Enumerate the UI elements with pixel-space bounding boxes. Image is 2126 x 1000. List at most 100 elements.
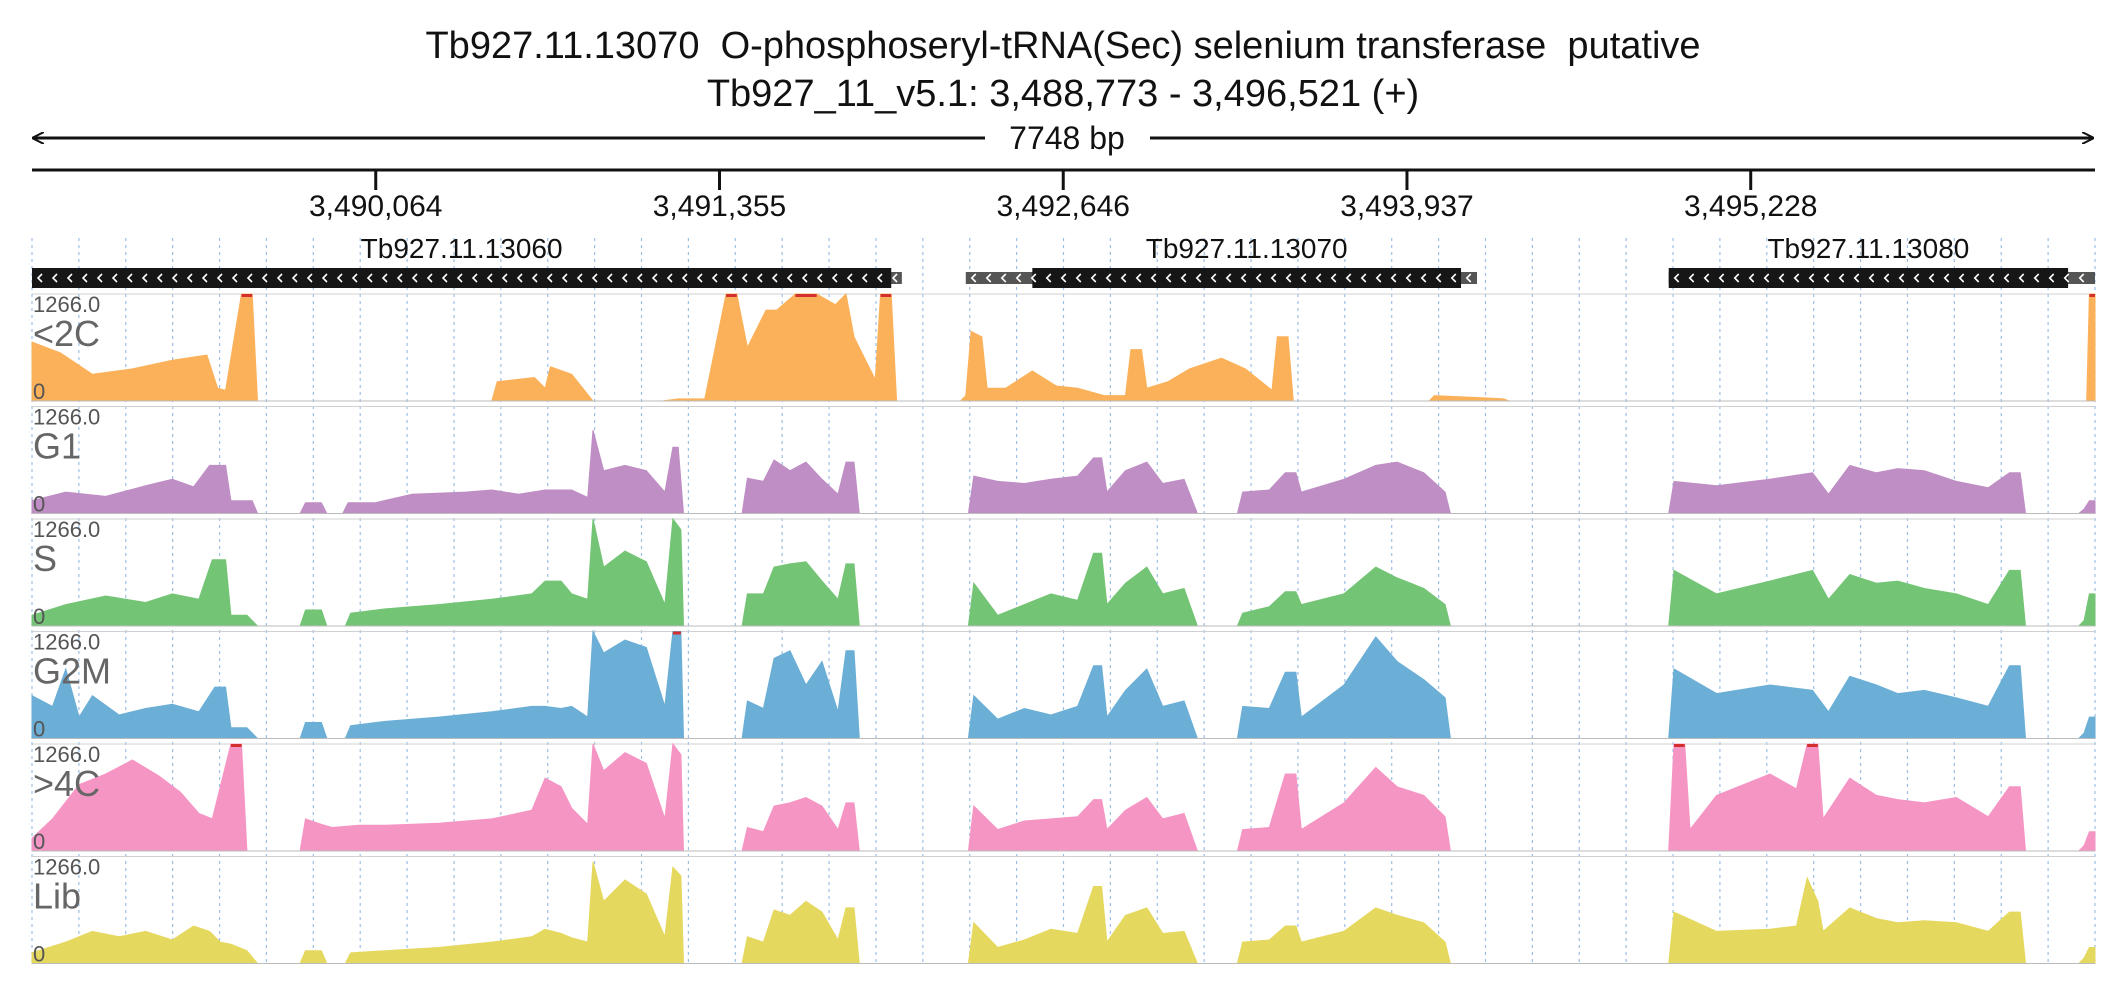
strand-chevron [1868,273,1875,283]
strand-chevron [2033,273,2040,283]
strand-chevron [1898,273,1905,283]
gene-feature[interactable]: Tb927.11.13060 [32,233,902,288]
ruler-tick-label: 3,495,228 [1684,190,1817,223]
strand-chevron [306,273,313,283]
coverage-area [31,517,2096,627]
strand-chevron [1748,273,1755,283]
strand-chevron [1688,273,1695,283]
track-zero-value: 0 [33,492,45,517]
coverage-track: 1266.0S 0 [31,517,2096,629]
track-name: >4C [33,763,100,804]
gene-cds [32,268,892,288]
strand-chevron [1285,273,1292,283]
strand-chevron [366,273,373,283]
strand-chevron [1105,273,1112,283]
strand-chevron [126,273,133,283]
strand-chevron [1195,273,1202,283]
coverage-track: 1266.0G1 0 [31,405,2096,517]
gene-feature[interactable]: Tb927.11.13070 [965,233,1478,288]
ruler-tick-label: 3,490,064 [309,190,442,223]
strand-chevron [816,273,823,283]
strand-chevron [1000,273,1007,283]
strand-chevron [381,273,388,283]
strand-chevron [51,273,58,283]
strand-chevron [846,273,853,283]
strand-chevron [486,273,493,283]
strand-chevron [1030,273,1037,283]
track-name: G2M [33,651,111,692]
strand-chevron [970,273,977,283]
strand-chevron [411,273,418,283]
strand-chevron [681,273,688,283]
track-max-value: 1266.0 [33,292,100,317]
clip-marker [880,294,892,297]
strand-chevron [2048,273,2055,283]
span-length-label: 7748 bp [1009,120,1125,156]
strand-chevron [96,273,103,283]
ruler-tick-label: 3,493,937 [1340,190,1473,223]
clip-marker [241,294,253,297]
strand-chevron [771,273,778,283]
strand-chevron [351,273,358,283]
strand-chevron [1928,273,1935,283]
strand-chevron [711,273,718,283]
strand-chevron [1913,273,1920,283]
strand-chevron [621,273,628,283]
strand-chevron [876,273,883,283]
track-max-value: 1266.0 [33,630,100,655]
strand-chevron [1838,273,1845,283]
strand-chevron [231,273,238,283]
track-name: <2C [33,313,100,354]
strand-chevron [576,273,583,283]
strand-chevron [516,273,523,283]
strand-chevron [276,273,283,283]
strand-chevron [831,273,838,283]
strand-chevron [531,273,538,283]
coverage-track: 1266.0>4C 0 [31,742,2096,854]
strand-chevron [1300,273,1307,283]
gene-label: Tb927.11.13060 [361,233,563,264]
strand-chevron [891,273,898,283]
strand-chevron [1045,273,1052,283]
strand-chevron [1015,273,1022,283]
strand-chevron [141,273,148,283]
strand-chevron [1330,273,1337,283]
coverage-tracks: 1266.0<2C01266.0G101266.0S01266.0G2M0126… [31,292,2096,967]
strand-chevron [1405,273,1412,283]
track-name: Lib [33,876,81,917]
gene-label: Tb927.11.13070 [1146,233,1348,264]
strand-chevron [2003,273,2010,283]
track-max-value: 1266.0 [33,855,100,880]
strand-chevron [756,273,763,283]
strand-chevron [1420,273,1427,283]
strand-chevron [456,273,463,283]
strand-chevron [801,273,808,283]
strand-chevron [666,273,673,283]
strand-chevron [1210,273,1217,283]
strand-chevron [501,273,508,283]
strand-chevron [1673,273,1680,283]
strand-chevron [2018,273,2025,283]
strand-chevron [1345,273,1352,283]
strand-chevron [1165,273,1172,283]
strand-chevron [1465,273,1472,283]
feature-title: Tb927.11.13070 O-phosphoseryl-tRNA(Sec) … [425,25,1701,67]
strand-chevron [426,273,433,283]
strand-chevron [2078,273,2085,283]
strand-chevron [1375,273,1382,283]
strand-chevron [1090,273,1097,283]
track-max-value: 1266.0 [33,405,100,430]
track-zero-value: 0 [33,604,45,629]
gene-feature[interactable]: Tb927.11.13080 [1668,233,2095,288]
track-zero-value: 0 [33,379,45,404]
track-name: G1 [33,426,81,467]
strand-chevron [591,273,598,283]
strand-chevron [2063,273,2070,283]
strand-chevron [741,273,748,283]
strand-chevron [606,273,613,283]
coverage-track: 1266.0<2C 0 [31,292,2096,404]
coordinate-ruler: 3,490,064 3,491,355 3,492,646 3,493,937 3,49… [32,168,2095,223]
strand-chevron [156,273,163,283]
